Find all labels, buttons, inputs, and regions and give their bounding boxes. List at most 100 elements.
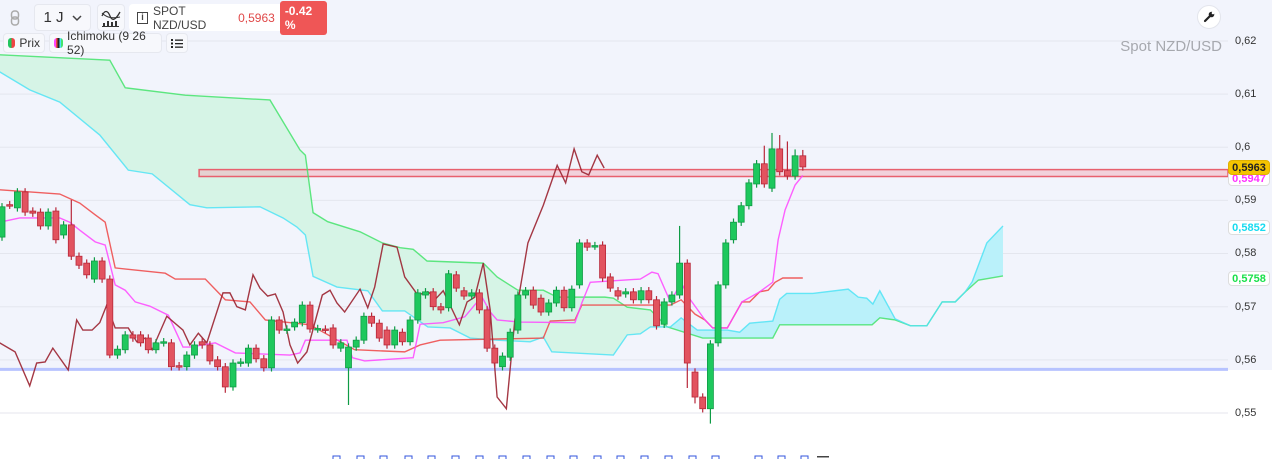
x-axis-marker bbox=[817, 456, 829, 458]
candle-down bbox=[606, 276, 614, 289]
candle-up bbox=[445, 273, 453, 309]
candle-down bbox=[137, 334, 145, 344]
candle-down bbox=[329, 327, 337, 346]
candle-up bbox=[237, 361, 245, 364]
candle-down bbox=[214, 359, 222, 368]
candle-up bbox=[360, 315, 368, 341]
candle-down bbox=[383, 329, 391, 346]
candle-up bbox=[13, 191, 21, 209]
candle-up bbox=[345, 346, 352, 369]
candle-up bbox=[191, 344, 198, 356]
y-tick-label: 0,58 bbox=[1235, 247, 1257, 259]
candle-up bbox=[514, 294, 522, 331]
candle-down bbox=[529, 289, 537, 306]
candle-down bbox=[537, 297, 545, 313]
candle-down bbox=[6, 204, 14, 207]
candle-down bbox=[653, 299, 660, 327]
candle-down bbox=[167, 342, 175, 368]
candle-down bbox=[614, 290, 622, 297]
candle-up bbox=[114, 348, 121, 356]
candle-down bbox=[760, 163, 768, 185]
candle-down bbox=[106, 278, 114, 356]
candle-down bbox=[144, 337, 152, 351]
indicators-button[interactable] bbox=[97, 4, 125, 31]
cloud-bullish-segment bbox=[0, 54, 668, 356]
legend-list-button[interactable] bbox=[166, 33, 188, 53]
interval-dropdown[interactable]: 1 J bbox=[34, 4, 91, 31]
candle-up bbox=[422, 291, 429, 296]
y-tick-label: 0,61 bbox=[1235, 88, 1257, 100]
candle-down bbox=[75, 255, 83, 266]
legend-ichimoku[interactable]: Ichimoku (9 26 52) bbox=[49, 29, 162, 57]
candle-down bbox=[683, 262, 691, 364]
y-tick-label: 0,62 bbox=[1235, 35, 1257, 47]
candle-up bbox=[229, 362, 237, 388]
candle-up bbox=[0, 206, 6, 238]
candle-up bbox=[391, 329, 399, 346]
candle-up bbox=[414, 292, 422, 321]
candles bbox=[0, 132, 807, 424]
candle-up bbox=[768, 148, 776, 189]
symbol-name: SPOT NZD/USD bbox=[152, 3, 207, 32]
ichimoku-color-icon bbox=[54, 38, 64, 48]
candle-down bbox=[784, 170, 791, 177]
candle-up bbox=[522, 290, 529, 296]
candle-up bbox=[337, 342, 345, 349]
candle-up bbox=[314, 328, 322, 331]
chevron-down-icon bbox=[71, 14, 82, 21]
cloud-bearish-segment bbox=[668, 289, 911, 339]
candle-up bbox=[722, 242, 730, 286]
candle-up bbox=[352, 339, 360, 348]
candle-down bbox=[98, 260, 106, 280]
candle-up bbox=[745, 182, 753, 207]
candle-up bbox=[283, 328, 291, 331]
legend-price-label: Prix bbox=[19, 36, 40, 50]
senkou-b-line bbox=[0, 71, 1004, 356]
candle-down bbox=[306, 304, 314, 330]
candle-down bbox=[599, 244, 606, 279]
candle-down bbox=[368, 315, 376, 324]
candle-down bbox=[776, 148, 784, 173]
candle-down bbox=[560, 289, 568, 309]
candle-up bbox=[676, 262, 683, 296]
change-badge: -0.42 % bbox=[279, 0, 327, 35]
legend-price[interactable]: Prix bbox=[3, 33, 45, 53]
list-icon bbox=[171, 39, 183, 48]
candle-up bbox=[707, 343, 714, 410]
settings-button[interactable] bbox=[1197, 5, 1221, 29]
candle-down bbox=[260, 358, 268, 369]
candle-down bbox=[83, 262, 91, 276]
candle-up bbox=[553, 289, 560, 304]
senkou-a-value-label: 0,5758 bbox=[1228, 271, 1270, 286]
candle-down bbox=[321, 328, 329, 331]
candle-down bbox=[175, 365, 183, 368]
candle-up bbox=[660, 301, 668, 325]
candle-down bbox=[29, 210, 37, 214]
candle-down bbox=[437, 306, 445, 311]
candle-down bbox=[491, 347, 499, 364]
candle-down bbox=[206, 344, 214, 362]
candle-up bbox=[406, 319, 414, 343]
candle-up bbox=[291, 321, 299, 328]
candle-up bbox=[668, 294, 676, 303]
candle-down bbox=[375, 322, 383, 339]
symbol-info[interactable]: i SPOT NZD/USD 0,5963 -0.42 % bbox=[129, 0, 327, 35]
candle-up bbox=[545, 302, 553, 313]
chart-title: Spot NZD/USD bbox=[1120, 38, 1222, 55]
candle-up bbox=[714, 284, 722, 344]
candle-up bbox=[622, 291, 630, 295]
y-tick-label: 0,6 bbox=[1235, 141, 1251, 153]
candle-down bbox=[429, 291, 437, 308]
candle-up bbox=[506, 331, 514, 358]
tenkan-line bbox=[0, 175, 804, 362]
chikou-line bbox=[0, 146, 605, 411]
candle-down bbox=[221, 366, 229, 388]
link-button[interactable] bbox=[3, 4, 27, 31]
y-tick-label: 0,59 bbox=[1235, 194, 1257, 206]
candle-up bbox=[44, 211, 52, 227]
link-icon bbox=[10, 9, 20, 26]
candle-up bbox=[121, 334, 129, 351]
candle-up bbox=[268, 319, 275, 369]
candle-up bbox=[499, 355, 506, 368]
